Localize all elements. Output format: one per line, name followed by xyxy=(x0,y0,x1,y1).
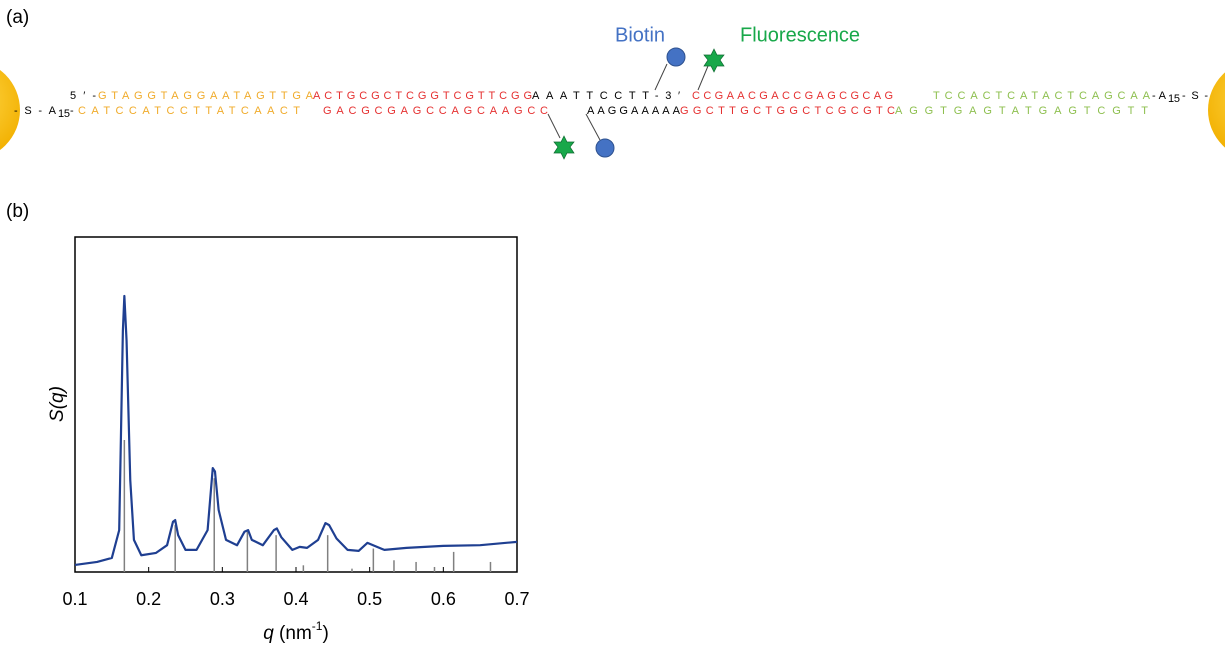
fluorophore xyxy=(703,48,725,73)
x-label-part: (nm xyxy=(274,623,312,644)
x-tick-label: 0.2 xyxy=(136,589,161,609)
y-label-part: S xyxy=(47,409,68,422)
sequence-segment: GTAGGTAGGAATAGTTGA xyxy=(98,90,314,102)
sequence-segment: CATCCATCCTTATCAACT xyxy=(78,105,300,117)
y-axis-label: S(q) xyxy=(47,386,68,422)
sequence-segment: 15 xyxy=(1168,93,1180,105)
fluorophore xyxy=(553,135,575,160)
x-tick-label: 0.3 xyxy=(210,589,235,609)
x-tick-label: 0.7 xyxy=(504,589,529,609)
sequence-segment: -S- xyxy=(1182,90,1208,102)
sequence-segment: GACGCGAGCCAGCAAGCC xyxy=(323,105,548,117)
sequence-segment: 15 xyxy=(58,108,70,120)
y-label-part: ( xyxy=(47,401,68,409)
sequence-segment: TCCACTCATACTCAGCAA xyxy=(933,90,1151,102)
biotin-label: Biotin xyxy=(615,24,665,46)
y-label-part: q xyxy=(47,392,68,403)
x-tick-label: 0.1 xyxy=(62,589,87,609)
sequence-segment: AGGTGAGTATGAGTCGTT xyxy=(895,105,1148,117)
x-axis-label: q (nm-1) xyxy=(263,619,329,644)
connector xyxy=(585,113,601,141)
sequence-segment: 5′- xyxy=(70,90,96,102)
sequence-segment: GGCTTGCTGGCTCGCGTC xyxy=(680,105,895,117)
x-label-part: -1 xyxy=(312,619,323,633)
connector xyxy=(654,63,668,91)
sequence-segment: CCGAACGACCGAGCGCAG xyxy=(692,90,893,102)
x-label-part: q xyxy=(263,623,274,644)
connector xyxy=(547,113,561,139)
x-tick-label: 0.6 xyxy=(431,589,456,609)
sequence-segment: AAATTCCTT-3′ xyxy=(532,90,680,102)
sequence-segment: -S-A xyxy=(14,105,57,117)
fluorescence-label: Fluorescence xyxy=(740,24,860,46)
y-label-part: ) xyxy=(47,386,68,394)
sequence-segment: AAGGAAAAA xyxy=(587,105,681,117)
sequence-segment: ACTGCGCTCGGTCGTTCGG xyxy=(313,90,532,102)
data-line xyxy=(74,294,518,567)
connector xyxy=(697,65,709,91)
x-tick-label: 0.5 xyxy=(357,589,382,609)
x-label-part: ) xyxy=(322,623,328,644)
sequence-segment: -A xyxy=(1152,90,1167,102)
biotin xyxy=(666,47,686,67)
x-tick-label: 0.4 xyxy=(283,589,308,609)
gold-particle xyxy=(1208,72,1225,148)
biotin xyxy=(595,138,615,158)
panel-label: (a) xyxy=(6,7,29,28)
sequence-segment: - xyxy=(70,105,74,117)
panel-label: (b) xyxy=(6,201,29,222)
gold-particle xyxy=(0,70,20,150)
plot-frame xyxy=(74,236,518,573)
